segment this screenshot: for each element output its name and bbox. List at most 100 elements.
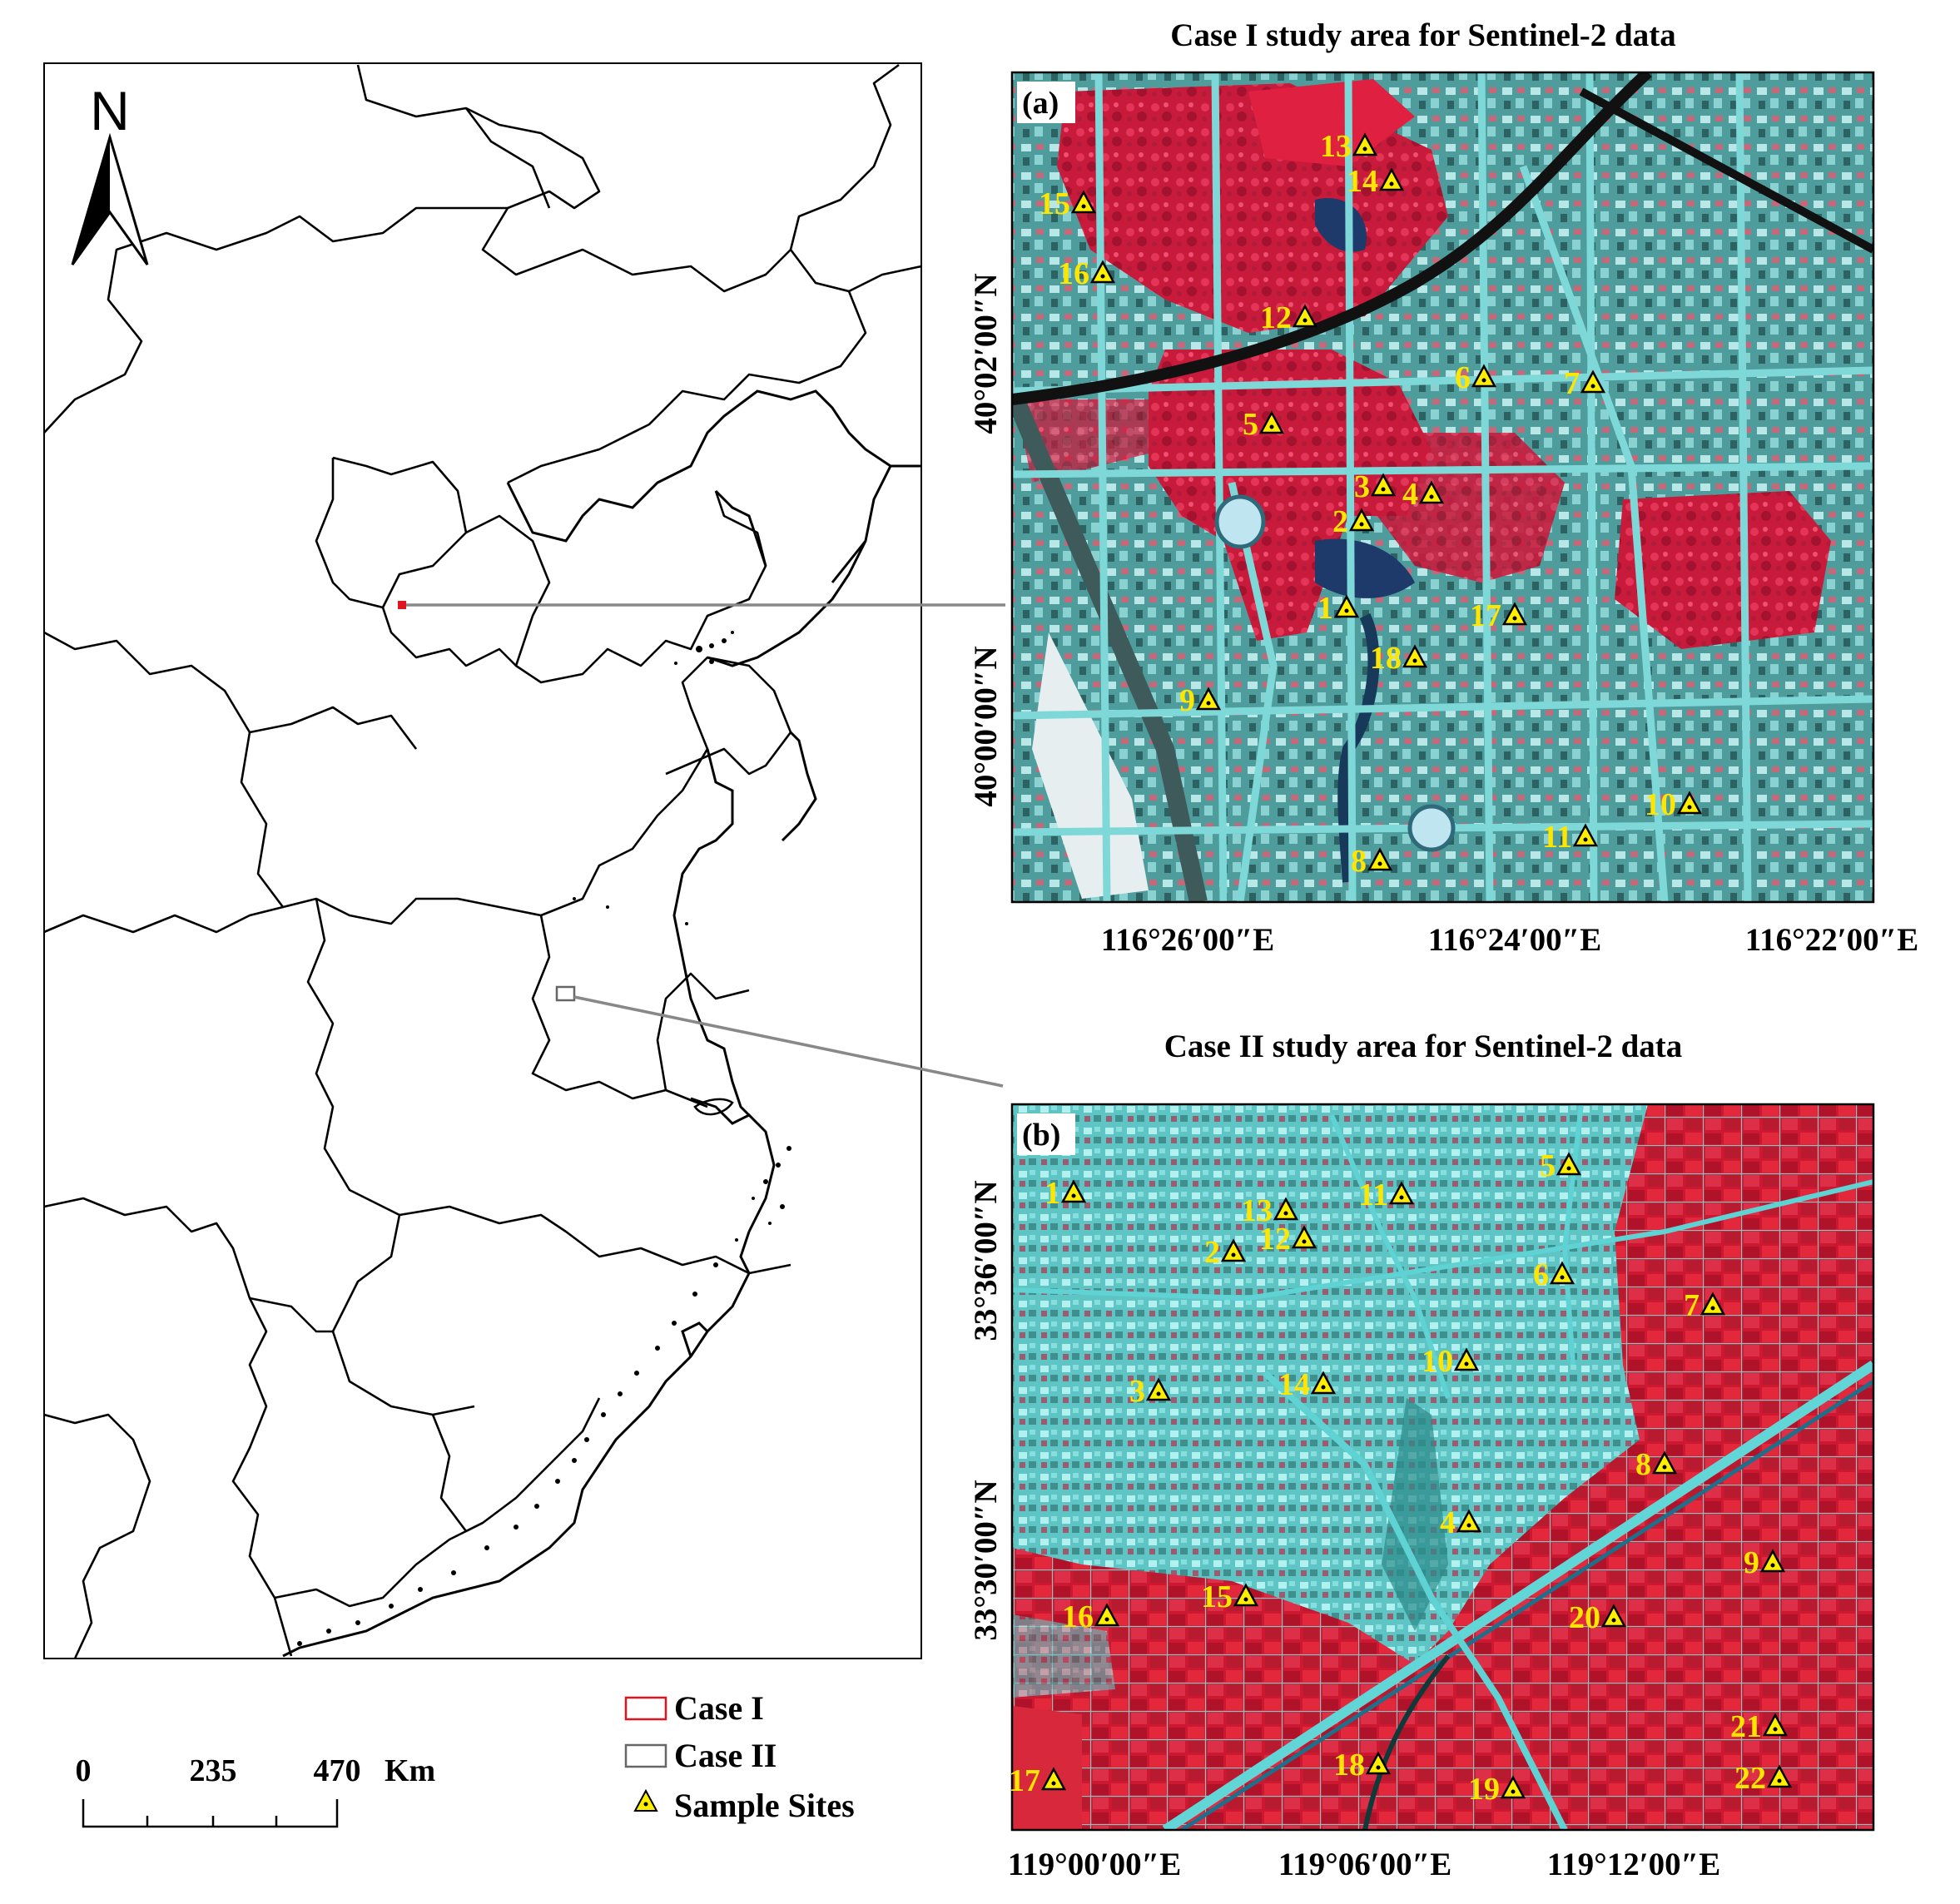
case2-leader-line xyxy=(573,995,1004,1088)
panel-b-tag: (b) xyxy=(1022,1118,1060,1153)
panel-a-site-9-dot xyxy=(1206,701,1211,706)
panel-b-site-11-icon xyxy=(1388,1181,1415,1205)
panel-a-site-12-icon xyxy=(1292,304,1318,328)
north-label: N xyxy=(90,80,130,141)
panel-b-site-18-label: 18 xyxy=(1333,1748,1365,1783)
panel-b-site-4-label: 4 xyxy=(1440,1505,1456,1540)
panel-b-site-4-icon xyxy=(1456,1509,1482,1533)
panel-b-site-13-label: 13 xyxy=(1241,1193,1273,1228)
panel-b-site-17-icon xyxy=(1040,1767,1067,1791)
panel-a-site-16-label: 16 xyxy=(1058,256,1089,291)
panel-a-site-10-label: 10 xyxy=(1645,787,1676,822)
panel-a-site-6-label: 6 xyxy=(1455,360,1471,395)
panel-a-site-12-label: 12 xyxy=(1260,300,1292,335)
panel-b-site-19-icon xyxy=(1500,1775,1526,1799)
panel-a-site-18-label: 18 xyxy=(1370,641,1402,676)
panel-a-site-4-label: 4 xyxy=(1402,477,1418,512)
legend-case1-label: Case I xyxy=(674,1689,764,1727)
panel-b-site-15-label: 15 xyxy=(1201,1579,1233,1614)
panel-b-site-16-dot xyxy=(1104,1617,1109,1622)
legend-case1-swatch xyxy=(624,1696,667,1721)
panel-a-site-10-icon xyxy=(1676,791,1703,815)
panel-b-site-19-dot xyxy=(1511,1789,1516,1794)
panel-b-site-1-label: 1 xyxy=(1045,1176,1060,1211)
panel-b-site-5-dot xyxy=(1566,1166,1571,1171)
panel-a-site-16-dot xyxy=(1100,274,1105,279)
panel-a-site-17-icon xyxy=(1501,602,1528,626)
panel-a-site-2-dot xyxy=(1359,522,1364,527)
panel-b-site-1-icon xyxy=(1060,1179,1087,1203)
panel-a-site-11-icon xyxy=(1572,823,1599,847)
panel-b-frame xyxy=(1010,1103,1875,1832)
panel-a-site-8-icon xyxy=(1367,847,1393,871)
panel-b-site-5-label: 5 xyxy=(1540,1148,1556,1183)
panel-a-site-1-label: 1 xyxy=(1317,591,1333,626)
scale-tick-0: 0 xyxy=(76,1753,92,1788)
panel-a-site-14-label: 14 xyxy=(1347,164,1378,199)
panel-b-site-10-icon xyxy=(1453,1347,1480,1371)
overview-map-frame xyxy=(43,62,922,1659)
islands xyxy=(297,631,791,1646)
panel-b-site-14-label: 14 xyxy=(1278,1367,1310,1402)
panel-a-site-13-label: 13 xyxy=(1320,129,1352,164)
panel-a-site-14-icon xyxy=(1378,167,1405,191)
panel-a-site-15-dot xyxy=(1081,204,1086,209)
panel-b-site-15-icon xyxy=(1233,1583,1259,1607)
panel-b-site-10-label: 10 xyxy=(1422,1344,1453,1379)
panel-a-site-7-icon xyxy=(1580,369,1606,394)
panel-a-site-7-dot xyxy=(1590,384,1595,389)
north-arrow: N xyxy=(71,80,149,265)
panel-b-site-7-label: 7 xyxy=(1684,1288,1699,1323)
legend-case2-swatch xyxy=(624,1743,667,1768)
panel-b-site-9-label: 9 xyxy=(1744,1545,1759,1580)
legend-sample-site-icon xyxy=(633,1788,658,1812)
panel-b-site-22-dot xyxy=(1777,1778,1782,1783)
panel-b-site-14-icon xyxy=(1310,1371,1337,1395)
panel-a-title: Case I study area for Sentinel-2 data xyxy=(1170,17,1675,53)
panel-b-site-9-dot xyxy=(1770,1563,1775,1568)
panel-a-site-4-icon xyxy=(1418,480,1445,504)
panel-a-site-5-dot xyxy=(1269,424,1274,429)
panel-a-x-tick-3: 116°22′00″E xyxy=(1745,922,1918,958)
panel-a-site-1-icon xyxy=(1333,594,1360,618)
legend-case2-label: Case II xyxy=(674,1737,777,1774)
panel-a-site-8-dot xyxy=(1377,861,1382,866)
panel-b-site-3-label: 3 xyxy=(1129,1374,1145,1409)
panel-a-site-11-dot xyxy=(1583,837,1588,842)
panel-b-site-11-dot xyxy=(1399,1195,1404,1200)
panel-b-site-11-label: 11 xyxy=(1358,1178,1388,1212)
panel-b-site-12-icon xyxy=(1291,1225,1317,1249)
panel-b-site-8-icon xyxy=(1651,1450,1678,1475)
panel-b-site-20-label: 20 xyxy=(1569,1600,1600,1635)
panel-b-x-tick-2: 119°06′00″E xyxy=(1278,1847,1451,1882)
panel-b-site-3-icon xyxy=(1145,1377,1172,1401)
panel-a-site-16-icon xyxy=(1089,260,1116,284)
panel-a-site-17-label: 17 xyxy=(1470,598,1501,633)
panel-b-site-15-dot xyxy=(1243,1597,1248,1602)
panel-a-site-9-label: 9 xyxy=(1179,683,1195,718)
panel-b-site-2-label: 2 xyxy=(1204,1235,1220,1270)
panel-a-site-4-dot xyxy=(1429,494,1434,499)
panel-b-site-8-label: 8 xyxy=(1635,1447,1651,1482)
legend-sample-sites-label: Sample Sites xyxy=(674,1787,855,1824)
panel-b-site-14-dot xyxy=(1321,1385,1326,1390)
panel-b-y-tick-1: 33°36′00″N xyxy=(968,1180,1004,1341)
panel-a-site-18-icon xyxy=(1402,644,1428,668)
legend: Case I Case II Sample Sites xyxy=(624,1689,855,1824)
panel-b-site-7-dot xyxy=(1710,1306,1715,1311)
yangtze-estuary xyxy=(693,1098,734,1116)
panel-a-site-2-icon xyxy=(1348,508,1375,532)
panel-a-site-8-label: 8 xyxy=(1351,844,1367,879)
panel-b-site-7-icon xyxy=(1699,1292,1726,1316)
panel-b-site-21-dot xyxy=(1773,1727,1778,1732)
panel-a-site-6-icon xyxy=(1471,364,1497,388)
coastline xyxy=(282,389,921,1658)
panel-a-site-3-dot xyxy=(1381,487,1386,492)
panel-b-site-2-icon xyxy=(1220,1238,1247,1262)
panel-b-site-1-dot xyxy=(1071,1193,1076,1198)
scale-tick-235: 235 xyxy=(190,1753,237,1788)
panel-a-site-3-label: 3 xyxy=(1354,469,1370,504)
panel-a-site-5-label: 5 xyxy=(1243,407,1258,442)
panel-b-site-6-dot xyxy=(1560,1275,1565,1280)
